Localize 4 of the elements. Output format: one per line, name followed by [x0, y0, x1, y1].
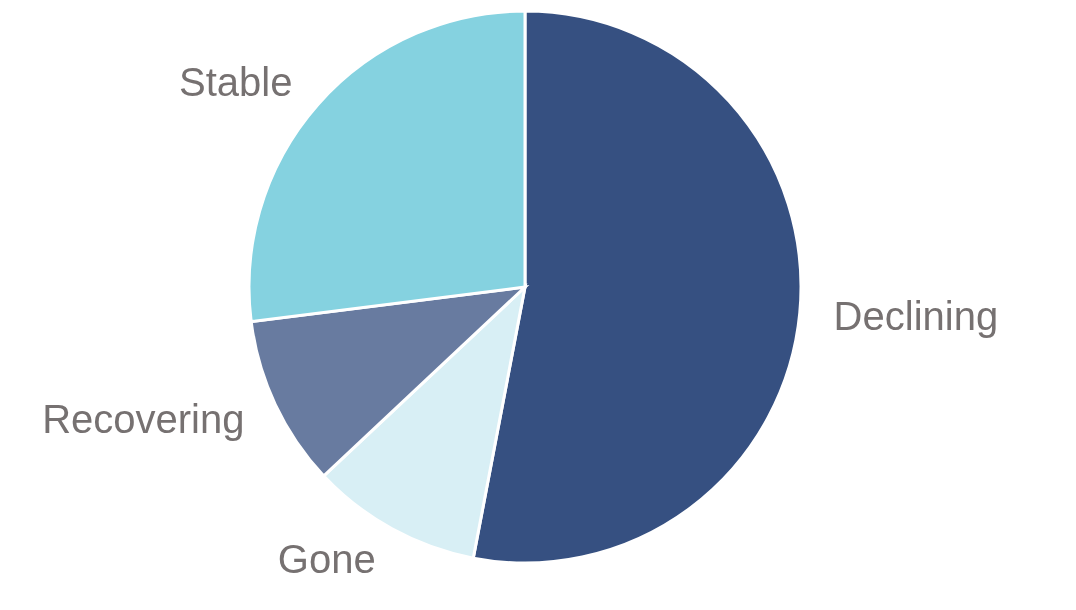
- slice-label: Declining: [833, 294, 999, 339]
- slice-label: Gone: [277, 536, 376, 581]
- slice-label: Stable: [179, 59, 293, 104]
- slice-label: Recovering: [42, 396, 245, 441]
